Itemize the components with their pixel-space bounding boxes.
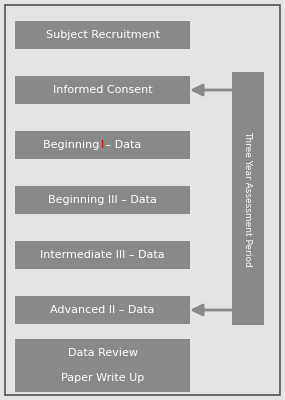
Text: Subject Recruitment: Subject Recruitment [46,30,160,40]
Text: Beginning: Beginning [43,140,103,150]
Text: Data Review: Data Review [68,348,137,358]
Bar [15,21,190,49]
Text: – Data: – Data [103,140,142,150]
Text: Paper Write Up: Paper Write Up [61,373,144,383]
Text: I: I [101,140,104,150]
Text: Beginning III – Data: Beginning III – Data [48,195,157,205]
Text: Intermediate III – Data: Intermediate III – Data [40,250,165,260]
Bar [15,131,190,159]
Bar [15,76,190,104]
Text: Informed Consent: Informed Consent [53,85,152,95]
Text: Advanced II – Data: Advanced II – Data [50,305,155,315]
Text: Three Year Assessment Period: Three Year Assessment Period [243,131,253,266]
Bar [15,186,190,214]
Bar [15,241,190,269]
Bar [15,339,190,367]
Bar [15,364,190,392]
Bar [15,296,190,324]
Bar [232,72,264,325]
